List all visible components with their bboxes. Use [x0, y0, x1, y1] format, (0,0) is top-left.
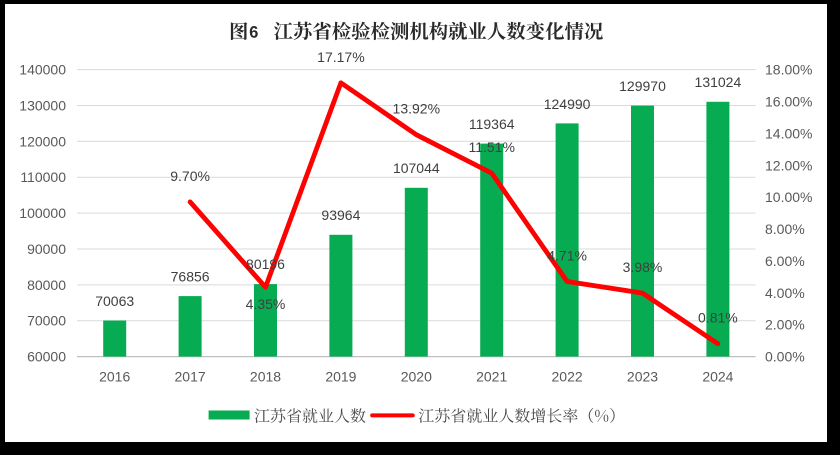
svg-text:80196: 80196	[246, 256, 285, 272]
svg-text:13.92%: 13.92%	[393, 101, 440, 117]
svg-text:80000: 80000	[27, 277, 66, 293]
svg-text:110000: 110000	[20, 169, 66, 185]
svg-text:2016: 2016	[99, 369, 130, 385]
svg-text:2018: 2018	[250, 369, 281, 385]
svg-text:4.35%: 4.35%	[246, 296, 286, 312]
svg-text:70063: 70063	[95, 293, 134, 309]
svg-text:70000: 70000	[27, 313, 66, 329]
svg-text:8.00%: 8.00%	[765, 221, 805, 237]
svg-text:60000: 60000	[27, 349, 66, 365]
svg-text:2024: 2024	[702, 369, 733, 385]
svg-text:76856: 76856	[171, 269, 210, 285]
svg-text:6.00%: 6.00%	[765, 253, 805, 269]
svg-text:124990: 124990	[544, 96, 591, 112]
svg-text:131024: 131024	[695, 74, 742, 90]
svg-text:140000: 140000	[19, 62, 66, 78]
svg-text:10.00%: 10.00%	[765, 189, 812, 205]
svg-text:129970: 129970	[619, 78, 666, 94]
svg-text:120000: 120000	[19, 133, 66, 149]
svg-text:93964: 93964	[321, 207, 360, 223]
svg-text:4.71%: 4.71%	[547, 248, 587, 264]
svg-text:2019: 2019	[325, 369, 356, 385]
svg-text:2017: 2017	[175, 369, 206, 385]
svg-text:2022: 2022	[552, 369, 583, 385]
svg-text:90000: 90000	[27, 241, 66, 257]
svg-text:16.00%: 16.00%	[765, 94, 812, 110]
svg-text:4.00%: 4.00%	[765, 285, 805, 301]
svg-text:100000: 100000	[19, 205, 66, 221]
svg-text:0.81%: 0.81%	[698, 310, 738, 326]
svg-text:12.00%: 12.00%	[765, 157, 812, 173]
svg-text:2023: 2023	[627, 369, 658, 385]
svg-text:17.17%: 17.17%	[317, 49, 364, 65]
svg-text:107044: 107044	[393, 160, 440, 176]
svg-text:2020: 2020	[401, 369, 432, 385]
svg-text:0.00%: 0.00%	[765, 349, 805, 365]
svg-text:119364: 119364	[469, 116, 515, 132]
svg-text:14.00%: 14.00%	[765, 125, 812, 141]
svg-text:130000: 130000	[19, 98, 66, 114]
svg-text:2.00%: 2.00%	[765, 317, 805, 333]
svg-text:18.00%: 18.00%	[765, 62, 812, 78]
svg-text:11.51%: 11.51%	[468, 139, 514, 155]
svg-text:3.98%: 3.98%	[623, 259, 663, 275]
svg-text:2021: 2021	[476, 369, 507, 385]
svg-text:9.70%: 9.70%	[170, 168, 210, 184]
